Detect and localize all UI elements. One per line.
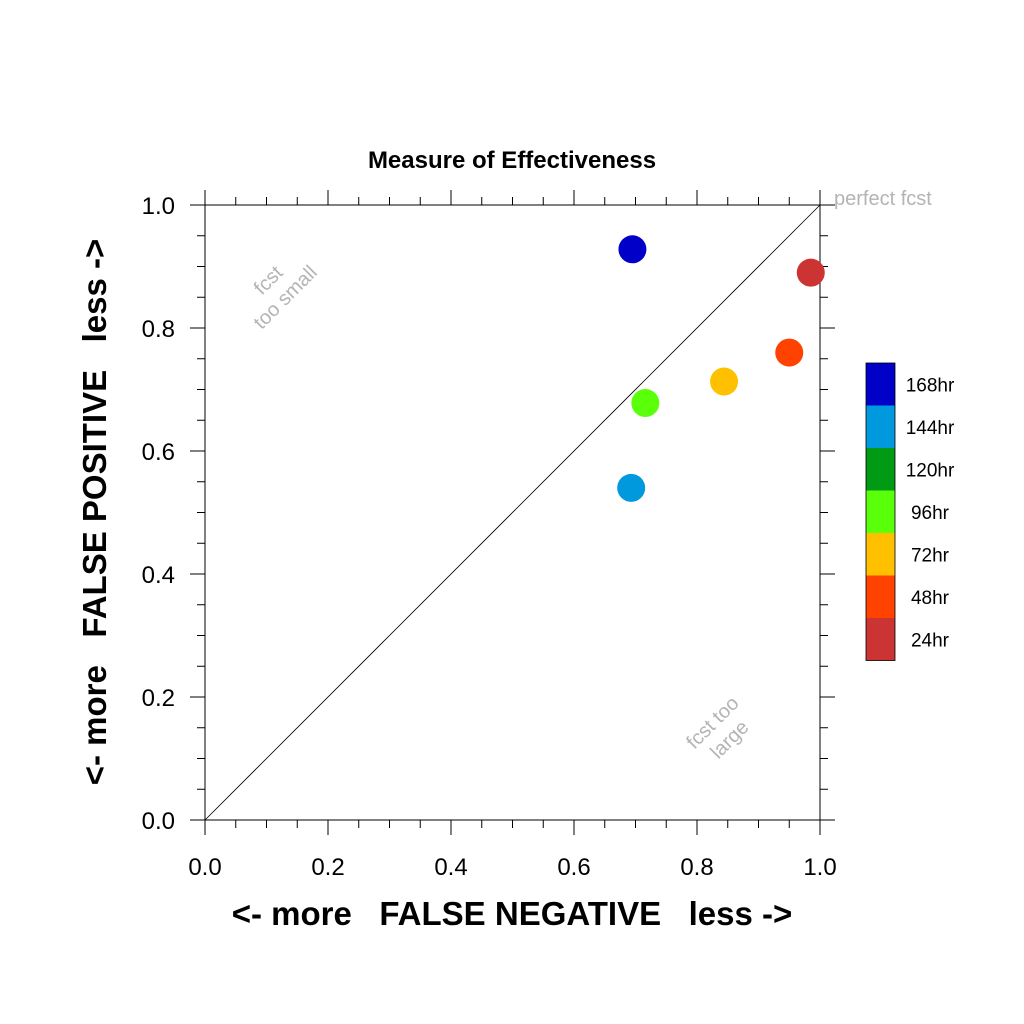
- annotation-fcst-too-small: fcst too small: [250, 262, 322, 334]
- tick-labels: 0.0 0.2 0.4 0.6 0.8 1.0 0.0 0.2 0.4 0.6 0.8 1.0: [142, 193, 837, 881]
- legend-label-48hr: 48hr: [911, 588, 950, 609]
- x-tick-label: 0.8: [680, 854, 713, 881]
- y-tick-label: 0.4: [142, 562, 175, 589]
- point-24hr: [796, 258, 825, 287]
- legend-label-120hr: 120hr: [906, 460, 955, 481]
- legend-swatch-96hr: [866, 490, 895, 533]
- legend-swatch-168hr: [866, 363, 895, 406]
- legend-label-168hr: 168hr: [906, 375, 955, 396]
- chart-title: Measure of Effectiveness: [368, 147, 656, 174]
- legend: 168hr 144hr 120hr 96hr 72hr 48hr 24hr: [865, 362, 955, 661]
- axis-ticks: [190, 190, 835, 835]
- x-tick-label: 0.6: [557, 854, 590, 881]
- legend-label-96hr: 96hr: [911, 503, 950, 524]
- x-axis-label: <- more FALSE NEGATIVE less ->: [232, 895, 793, 932]
- y-axis-label: <- more FALSE POSITIVE less ->: [76, 239, 113, 786]
- perfect-forecast-diagonal: [204, 204, 821, 821]
- x-tick-label: 0.0: [188, 854, 221, 881]
- y-tick-label: 0.2: [142, 685, 175, 712]
- x-tick-label: 0.4: [434, 854, 467, 881]
- x-tick-label: 0.2: [311, 854, 344, 881]
- y-tick-label: 0.6: [142, 439, 175, 466]
- annotation-fcst-too-large: fcst too large: [682, 692, 753, 763]
- y-tick-label: 0.0: [142, 808, 175, 835]
- y-tick-label: 1.0: [142, 193, 175, 220]
- legend-swatch-120hr: [866, 448, 895, 491]
- legend-label-24hr: 24hr: [911, 630, 950, 651]
- legend-swatch-144hr: [866, 405, 895, 448]
- legend-swatch-24hr: [866, 618, 895, 661]
- legend-frame: [865, 362, 896, 661]
- annotation-perfect-fcst: perfect fcst: [834, 188, 932, 210]
- legend-label-72hr: 72hr: [911, 545, 950, 566]
- legend-swatch-48hr: [866, 575, 895, 618]
- point-168hr: [618, 235, 647, 264]
- data-points: [617, 235, 825, 502]
- point-144hr: [617, 473, 646, 502]
- plot-area: [190, 190, 835, 835]
- y-tick-label: 0.8: [142, 316, 175, 343]
- point-72hr: [710, 367, 739, 396]
- legend-label-144hr: 144hr: [906, 418, 955, 439]
- point-48hr: [775, 338, 804, 367]
- legend-swatch-72hr: [866, 533, 895, 576]
- x-tick-label: 1.0: [803, 854, 836, 881]
- point-96hr: [631, 389, 660, 418]
